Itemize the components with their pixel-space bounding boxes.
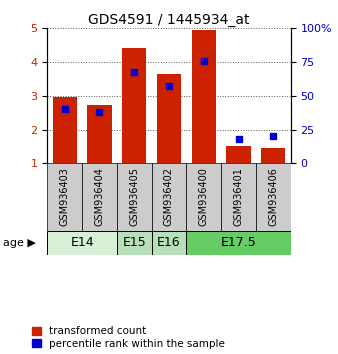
Title: GDS4591 / 1445934_at: GDS4591 / 1445934_at [88,13,250,27]
Text: GSM936402: GSM936402 [164,167,174,225]
Bar [261,148,286,163]
Text: GSM936400: GSM936400 [199,167,209,225]
Bar [117,231,152,255]
Text: E14: E14 [70,236,94,249]
Bar [157,74,181,163]
Bar [82,163,117,231]
Text: GSM936401: GSM936401 [234,167,244,225]
Text: E16: E16 [157,236,181,249]
Bar [52,97,77,163]
Bar [192,30,216,163]
Bar [226,146,251,163]
Bar [186,163,221,231]
Bar [47,163,82,231]
Bar [186,231,291,255]
Bar [87,105,112,163]
Text: age ▶: age ▶ [3,238,36,248]
Legend: transformed count, percentile rank within the sample: transformed count, percentile rank withi… [32,326,225,349]
Text: GSM936405: GSM936405 [129,167,139,225]
Bar [152,231,186,255]
Text: E17.5: E17.5 [221,236,257,249]
Text: GSM936403: GSM936403 [60,167,70,225]
Text: GSM936404: GSM936404 [94,167,104,225]
Bar [47,231,117,255]
Text: E15: E15 [122,236,146,249]
Bar [256,163,291,231]
Text: GSM936406: GSM936406 [268,167,278,225]
Bar [122,47,146,163]
Bar [152,163,186,231]
Bar [221,163,256,231]
Bar [117,163,152,231]
